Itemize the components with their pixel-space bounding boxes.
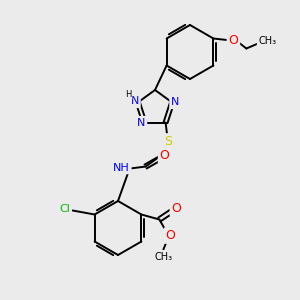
Text: O: O <box>160 149 170 162</box>
Text: O: O <box>165 229 175 242</box>
Text: N: N <box>171 98 179 107</box>
Text: Cl: Cl <box>59 203 70 214</box>
Text: H: H <box>125 90 131 99</box>
Text: O: O <box>171 202 181 215</box>
Text: CH₃: CH₃ <box>258 35 276 46</box>
Text: CH₃: CH₃ <box>154 251 172 262</box>
Text: S: S <box>165 135 172 148</box>
Text: O: O <box>228 34 238 47</box>
Text: NH: NH <box>113 163 130 172</box>
Text: N: N <box>137 118 146 128</box>
Text: N: N <box>131 96 139 106</box>
